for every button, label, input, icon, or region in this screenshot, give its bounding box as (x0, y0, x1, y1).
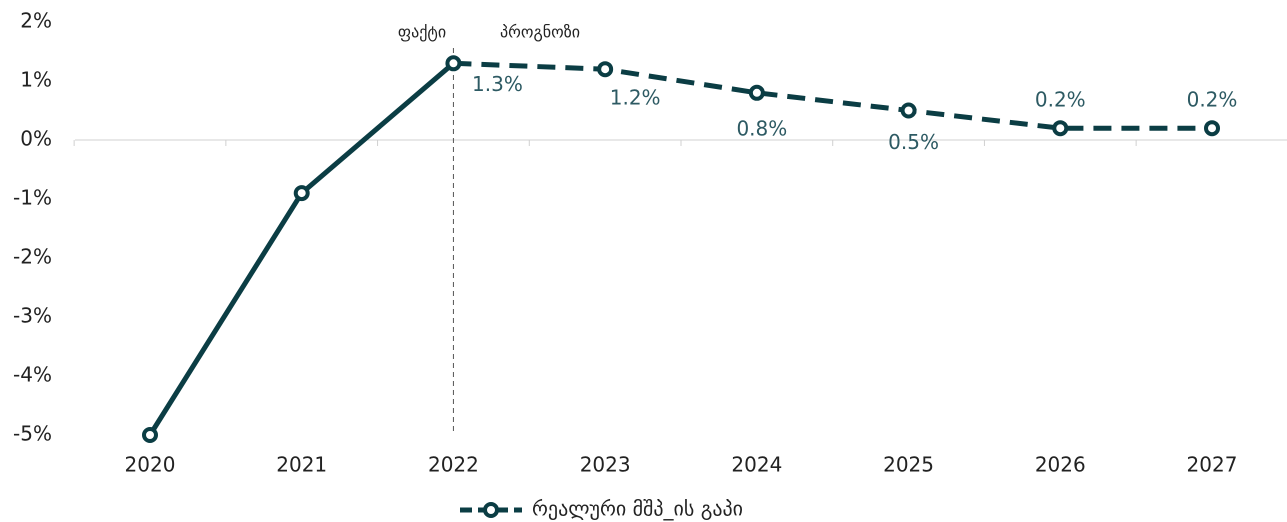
data-label: 0.8% (736, 116, 787, 140)
point (293, 185, 310, 202)
legend-marker (483, 502, 499, 518)
legend-label: რეალური მშპ_ის გაპი (532, 497, 743, 521)
x-tick-label: 2021 (276, 453, 327, 477)
data-label: 0.2% (1035, 88, 1086, 112)
annotation: ფაქტი (398, 23, 446, 42)
x-tick-label: 2023 (580, 453, 631, 477)
annotation: პროგნოზი (500, 23, 580, 42)
x-tick-label: 2025 (883, 453, 934, 477)
y-tick-label: -2% (13, 245, 52, 269)
y-tick-label: -4% (13, 363, 52, 387)
point (748, 84, 765, 101)
point (1052, 120, 1069, 137)
series-line (453, 60, 1212, 131)
point (900, 102, 917, 119)
y-tick-label: 2% (20, 9, 52, 33)
y-tick-label: 0% (20, 127, 52, 151)
y-tick-label: 1% (20, 68, 52, 92)
x-tick-label: 2022 (428, 453, 479, 477)
data-label: 0.2% (1187, 88, 1238, 112)
x-tick-label: 2026 (1035, 453, 1086, 477)
x-tick-label: 2027 (1187, 453, 1238, 477)
x-tick-label: 2020 (125, 453, 176, 477)
point (597, 61, 614, 78)
y-tick-label: -1% (13, 186, 52, 210)
point (142, 427, 158, 443)
data-label: 1.2% (610, 86, 661, 110)
y-tick-label: -3% (13, 304, 52, 328)
series-line (147, 61, 456, 437)
point (445, 55, 462, 72)
data-label: 0.5% (888, 130, 939, 154)
data-label: 1.3% (472, 72, 523, 96)
x-tick-label: 2024 (731, 453, 782, 477)
point (1204, 120, 1220, 137)
y-tick-label: -5% (13, 422, 52, 446)
